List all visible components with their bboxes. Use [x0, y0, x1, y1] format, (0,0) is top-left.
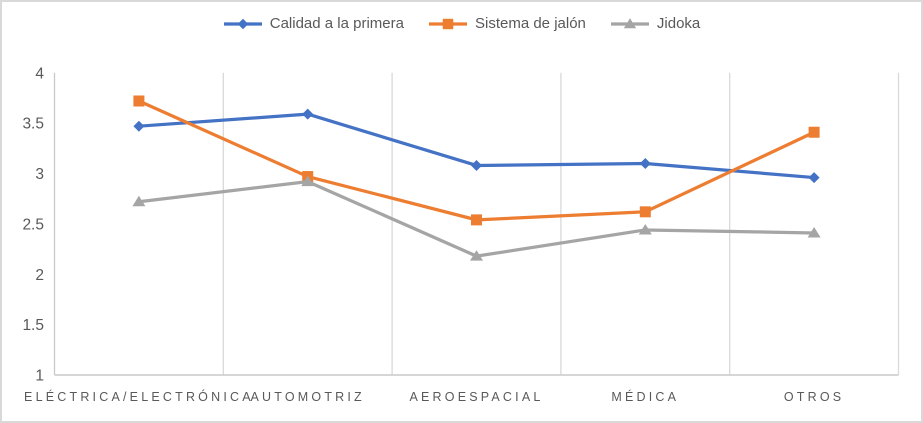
triangle-marker-jidoka-aeroespacial	[470, 250, 483, 261]
y-tick-label: 1	[35, 368, 44, 385]
y-tick-label: 1.5	[22, 317, 44, 334]
legend-item-sistema-de-jalon: Sistema de jalón	[428, 16, 586, 31]
diamond-marker-calidad-a-la-primera-aeroespacial	[471, 159, 482, 171]
x-category-label-aeroespacial: AEROESPACIAL	[409, 390, 543, 404]
triangle-marker-jidoka-otros	[807, 226, 821, 238]
chart-legend: Calidad a la primera Sistema de jalón Jido…	[2, 16, 921, 31]
x-category-label-automotriz: AUTOMOTRIZ	[250, 390, 364, 404]
diamond-marker-calidad-a-la-primera-otros	[808, 172, 820, 184]
x-category-label-electrica-electronica: ELÉCTRICA/ELECTRÓNICA	[24, 389, 254, 404]
square-marker-sistema-de-jalon-electrica-electronica	[133, 95, 145, 107]
square-marker-icon	[442, 18, 454, 29]
legend-label: Jidoka	[656, 15, 701, 32]
x-category-label-otros: OTROS	[784, 390, 844, 404]
triangle-marker-icon	[623, 17, 637, 28]
triangle-legend-marker-icon	[610, 17, 649, 28]
square-marker-sistema-de-jalon-medica	[639, 206, 651, 218]
legend-item-calidad-a-la-primera: Calidad a la primera	[223, 16, 404, 31]
x-category-label-medica: MÉDICA	[611, 389, 679, 404]
diamond-legend-marker-icon	[223, 18, 262, 29]
triangle-marker-jidoka-automotriz	[301, 175, 315, 187]
y-tick-label: 3.5	[22, 116, 44, 133]
triangle-marker-jidoka-medica	[638, 223, 652, 235]
triangle-marker-jidoka-electrica-electronica	[132, 195, 146, 207]
y-tick-label: 2.5	[22, 216, 44, 233]
diamond-marker-calidad-a-la-primera-automotriz	[302, 108, 314, 120]
diamond-marker-calidad-a-la-primera-electrica-electronica	[133, 120, 145, 132]
legend-label: Sistema de jalón	[474, 15, 586, 32]
square-legend-marker-icon	[428, 18, 467, 29]
square-marker-sistema-de-jalon-aeroespacial	[471, 214, 482, 226]
y-tick-label: 4	[35, 65, 44, 82]
y-tick-label: 2	[35, 267, 44, 284]
square-marker-sistema-de-jalon-otros	[808, 126, 820, 138]
diamond-marker-calidad-a-la-primera-medica	[639, 157, 651, 169]
legend-label: Calidad a la primera	[269, 15, 404, 32]
legend-item-jidoka: Jidoka	[610, 16, 700, 31]
y-tick-label: 3	[35, 166, 44, 183]
diamond-marker-icon	[237, 18, 248, 29]
